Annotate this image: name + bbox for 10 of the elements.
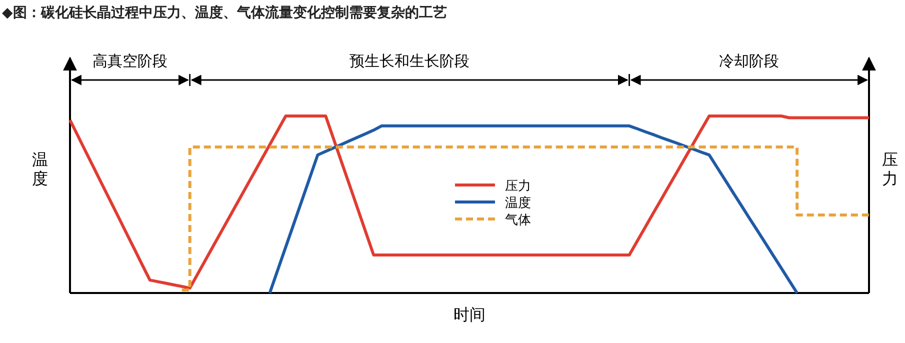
text: 高真空阶段: [92, 52, 168, 70]
legend-label: 温度: [505, 195, 531, 211]
x-axis-title: 时间: [454, 305, 486, 324]
text: 预生长和生长阶段: [350, 52, 470, 70]
legend-label: 压力: [505, 179, 531, 194]
chart-title: ◆图：碳化硅长晶过程中压力、温度、气体流量变化控制需要复杂的工艺: [2, 4, 447, 21]
y2-axis-title: 压力: [882, 150, 898, 188]
legend-label: 气体: [505, 213, 531, 228]
y-axis-title: 温度: [32, 150, 48, 188]
text: 冷却阶段: [719, 52, 780, 70]
